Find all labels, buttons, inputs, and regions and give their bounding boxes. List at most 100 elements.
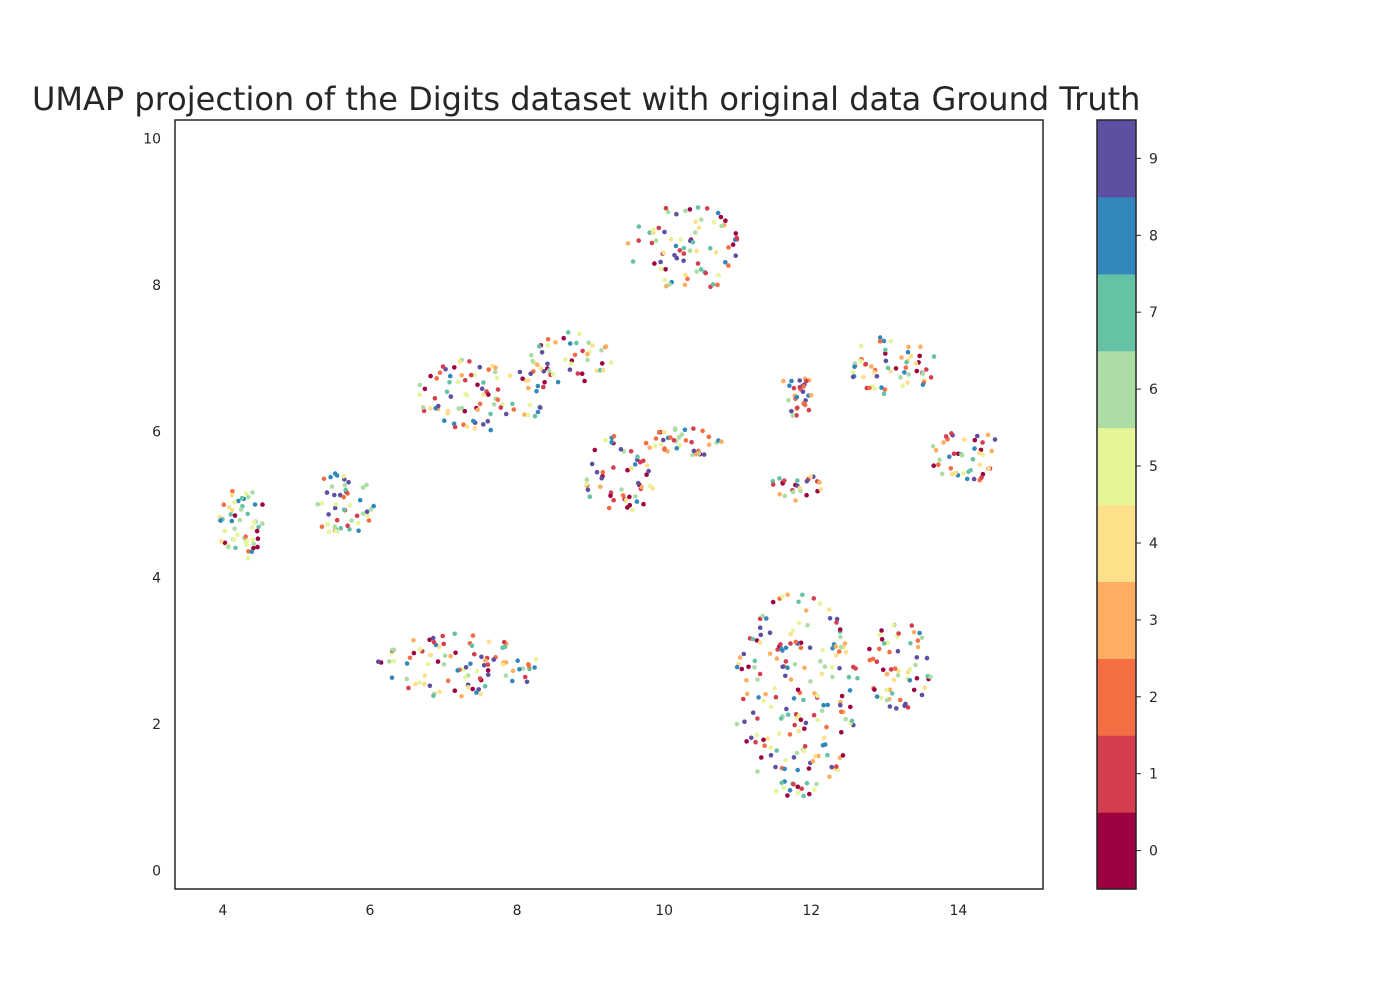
data-point-digit-3 xyxy=(448,653,453,659)
data-point-digit-3 xyxy=(941,440,946,445)
data-point-digit-5 xyxy=(858,343,864,349)
data-point-digit-6 xyxy=(404,676,410,682)
data-point-digit-2 xyxy=(793,639,799,645)
data-point-digit-0 xyxy=(542,380,547,385)
data-point-digit-2 xyxy=(867,385,872,391)
data-point-digit-0 xyxy=(627,494,632,500)
data-point-digit-9 xyxy=(780,664,785,669)
data-point-digit-5 xyxy=(463,675,468,680)
data-point-digit-3 xyxy=(985,432,991,438)
data-point-digit-6 xyxy=(690,452,695,458)
data-point-digit-8 xyxy=(791,696,797,701)
y-tick-label: 10 xyxy=(143,131,161,147)
data-point-digit-7 xyxy=(347,527,352,532)
data-point-digit-4 xyxy=(478,691,484,697)
data-point-digit-7 xyxy=(849,718,855,724)
data-point-digit-5 xyxy=(232,500,237,505)
data-point-digit-8 xyxy=(674,446,680,451)
data-point-digit-2 xyxy=(700,428,705,434)
data-point-digit-6 xyxy=(665,209,671,215)
data-point-digit-9 xyxy=(585,487,591,493)
data-point-digit-7 xyxy=(341,507,347,512)
data-point-digit-4 xyxy=(481,392,486,397)
data-point-digit-5 xyxy=(885,640,890,646)
data-point-digit-2 xyxy=(366,518,372,523)
data-point-digit-1 xyxy=(636,238,641,243)
data-point-digit-5 xyxy=(711,219,717,225)
data-point-digit-7 xyxy=(885,365,891,371)
data-point-digit-4 xyxy=(693,219,698,225)
data-point-digit-0 xyxy=(625,467,630,473)
data-point-digit-6 xyxy=(937,457,942,463)
data-point-digit-3 xyxy=(802,665,807,671)
data-point-digit-5 xyxy=(812,787,817,792)
data-point-digit-9 xyxy=(749,735,754,741)
data-point-digit-0 xyxy=(880,667,886,673)
data-point-digit-3 xyxy=(777,491,782,497)
data-point-digit-9 xyxy=(850,374,856,380)
data-point-digit-0 xyxy=(914,368,920,374)
colorbar-segment-5 xyxy=(1097,427,1136,506)
data-point-digit-9 xyxy=(479,386,485,392)
data-point-digit-5 xyxy=(891,622,896,628)
data-point-digit-1 xyxy=(575,371,581,376)
data-point-digit-9 xyxy=(895,648,901,654)
data-point-digit-1 xyxy=(979,475,984,480)
data-point-digit-0 xyxy=(462,408,468,414)
data-point-digit-3 xyxy=(793,498,798,503)
data-point-digit-6 xyxy=(694,269,699,274)
data-point-digit-4 xyxy=(986,466,991,471)
data-point-digit-9 xyxy=(834,616,840,622)
data-point-digit-1 xyxy=(462,378,468,383)
data-point-digit-9 xyxy=(807,645,813,650)
data-point-digit-0 xyxy=(840,753,846,758)
data-point-digit-4 xyxy=(976,450,982,456)
data-point-digit-8 xyxy=(881,338,887,344)
data-point-digit-9 xyxy=(975,433,980,439)
data-point-digit-5 xyxy=(231,537,237,543)
data-point-digit-9 xyxy=(524,679,530,685)
data-point-digit-6 xyxy=(790,489,796,495)
data-point-digit-0 xyxy=(744,739,749,744)
data-point-digit-2 xyxy=(246,549,251,554)
data-point-digit-4 xyxy=(226,504,232,510)
data-point-digit-6 xyxy=(456,406,462,411)
y-axis-ticks: 0 2 4 6 8 10 xyxy=(143,131,161,879)
data-point-digit-8 xyxy=(787,788,793,793)
data-point-digit-6 xyxy=(584,477,590,482)
data-point-digit-0 xyxy=(608,493,613,499)
data-point-digit-1 xyxy=(792,722,797,728)
data-point-digit-4 xyxy=(538,366,544,371)
data-point-digit-5 xyxy=(961,471,966,476)
data-point-digit-2 xyxy=(887,649,892,655)
data-point-digit-2 xyxy=(897,697,903,703)
data-point-digit-6 xyxy=(619,487,624,492)
data-point-digit-7 xyxy=(779,780,784,786)
data-point-digit-8 xyxy=(907,678,913,683)
data-point-digit-8 xyxy=(821,702,826,708)
data-point-digit-1 xyxy=(799,786,804,791)
data-point-digit-2 xyxy=(948,466,954,471)
data-point-digit-9 xyxy=(829,764,834,770)
data-point-digit-9 xyxy=(903,701,908,707)
data-point-digit-6 xyxy=(808,679,813,684)
data-point-digit-9 xyxy=(789,408,794,414)
data-point-digit-7 xyxy=(452,631,458,637)
colorbar-tick-label: 9 xyxy=(1149,151,1158,167)
data-point-digit-4 xyxy=(797,485,802,491)
data-point-digit-8 xyxy=(371,503,377,509)
data-point-digit-9 xyxy=(589,461,595,467)
data-point-digit-2 xyxy=(882,387,888,392)
data-point-digit-2 xyxy=(437,370,443,376)
data-point-digit-9 xyxy=(797,378,802,383)
data-point-digit-3 xyxy=(803,608,809,613)
data-point-digit-6 xyxy=(895,673,901,678)
data-point-digit-6 xyxy=(387,659,392,664)
data-point-digit-5 xyxy=(716,272,721,278)
data-point-digit-5 xyxy=(850,369,855,375)
data-point-digit-5 xyxy=(243,540,248,545)
data-point-digit-6 xyxy=(752,665,757,670)
data-point-digit-0 xyxy=(872,687,877,692)
data-point-digit-8 xyxy=(879,385,884,390)
data-point-digit-7 xyxy=(970,457,976,462)
